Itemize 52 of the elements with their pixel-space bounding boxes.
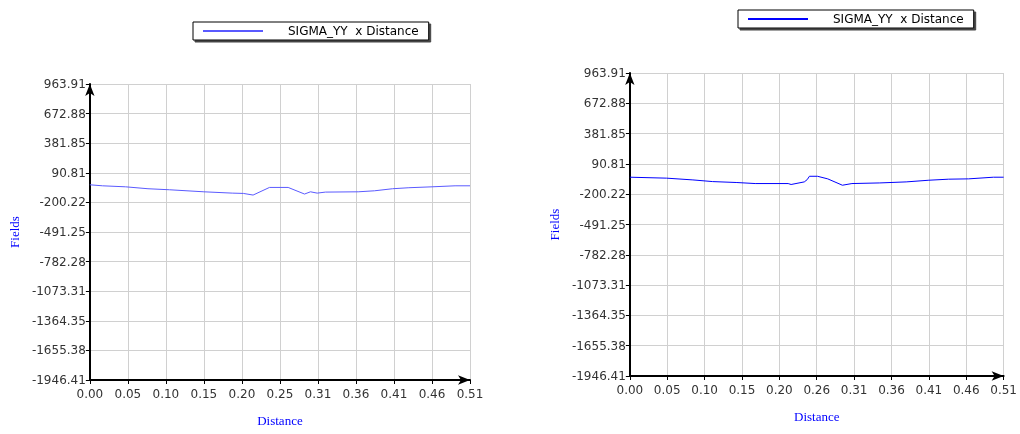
x-tick-label: 0.20	[766, 383, 793, 397]
x-tick-label: 0.41	[915, 383, 943, 397]
x-tick-label: 0.20	[228, 387, 256, 401]
x-tick-label: 0.31	[840, 383, 868, 397]
legend-label: SIGMA_YY x Distance	[833, 12, 964, 26]
x-tick-label: 0.15	[728, 383, 756, 397]
x-tick-label: 0.10	[152, 387, 180, 401]
y-tick-label: -200.22	[579, 187, 626, 202]
x-tick-label: 0.00	[76, 387, 104, 401]
y-tick-label: -491.25	[39, 225, 86, 239]
y-tick-label: -1364.35	[31, 313, 86, 328]
y-tick-label: 963.91	[583, 66, 626, 80]
x-tick-label: 0.51	[990, 383, 1017, 397]
y-tick-label: 672.88	[583, 96, 626, 111]
x-axis-title: Distance	[794, 409, 840, 424]
x-tick-label: 0.15	[190, 387, 218, 401]
y-tick-label: 963.91	[43, 77, 86, 91]
y-tick-label: -1364.35	[571, 308, 626, 323]
y-tick-label: 90.81	[51, 165, 86, 180]
y-tick-label: -1655.38	[31, 343, 86, 358]
x-tick-label: 0.05	[653, 383, 681, 397]
y-tick-label: -1073.31	[31, 284, 86, 299]
x-tick-label: 0.26	[803, 383, 831, 397]
x-tick-label: 0.10	[691, 383, 718, 397]
y-tick-label: -782.28	[39, 254, 86, 269]
x-tick-label: 0.41	[380, 387, 408, 401]
x-tick-label: 0.25	[266, 387, 294, 401]
y-tick-label: -1073.31	[571, 278, 626, 293]
x-tick-label: 0.46	[952, 383, 980, 397]
x-axis-title: Distance	[257, 413, 303, 428]
y-tick-label: 90.81	[591, 156, 626, 171]
line-series	[89, 184, 471, 196]
y-axis-title: Fields	[547, 208, 562, 241]
x-tick-label: 0.36	[878, 383, 905, 397]
x-tick-label: 0.00	[616, 383, 644, 397]
y-tick-label: -491.25	[579, 217, 626, 232]
y-tick-label: 672.88	[43, 106, 86, 121]
y-tick-label: -1946.41	[31, 373, 86, 387]
x-tick-label: 0.05	[114, 387, 142, 401]
y-tick-label: -200.22	[39, 195, 86, 210]
y-tick-label: -1655.38	[571, 338, 626, 353]
y-tick-label: -1946.41	[571, 369, 626, 383]
line-series	[629, 175, 1005, 186]
y-tick-label: -782.28	[579, 247, 626, 262]
legend-label: SIGMA_YY x Distance	[288, 24, 419, 38]
x-tick-label: 0.51	[456, 387, 484, 401]
x-tick-label: 0.46	[418, 387, 446, 401]
y-axis-title: Fields	[7, 216, 22, 248]
y-tick-label: 381.85	[43, 136, 86, 151]
y-tick-label: 381.85	[583, 126, 626, 141]
x-tick-label: 0.31	[304, 387, 332, 401]
x-tick-label: 0.36	[342, 387, 370, 401]
